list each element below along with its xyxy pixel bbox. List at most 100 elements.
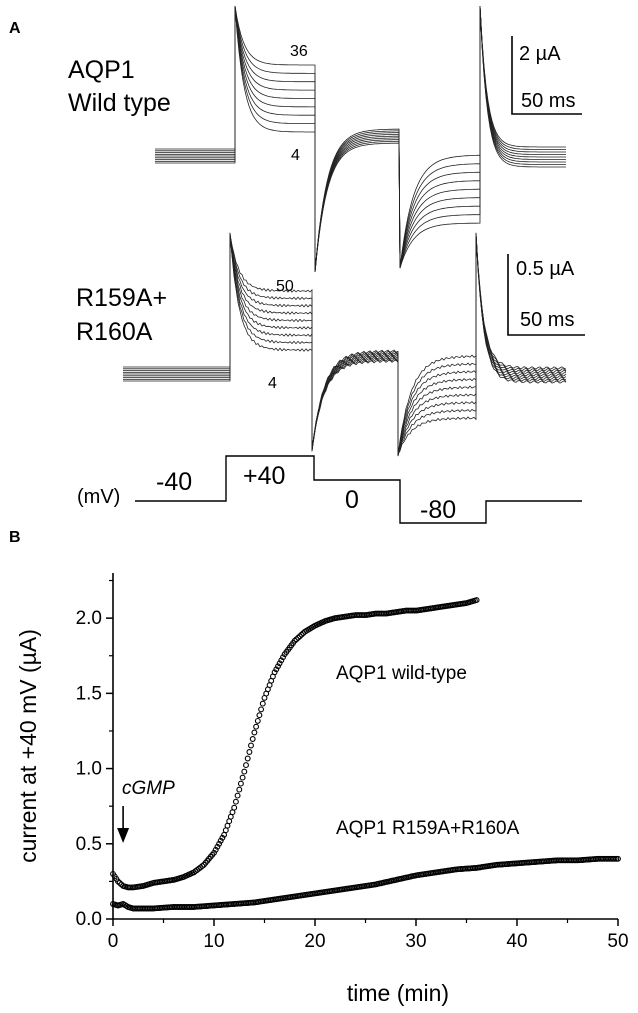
x-tick-label: 20 [304, 931, 325, 952]
data-point [275, 663, 281, 670]
data-point [256, 712, 263, 719]
data-point [234, 792, 241, 799]
data-point [231, 804, 238, 811]
time-course-chart: 0.0 0.5 1.0 1.5 2.0 0 10 20 30 40 50 current at +… [15, 573, 629, 1006]
current-trace [155, 5, 566, 273]
data-point [217, 837, 224, 844]
data-point [254, 717, 261, 724]
y-tick-label: 1.5 [76, 683, 102, 704]
data-point [276, 660, 283, 667]
y-axis-title: current at +40 mV (µA) [15, 629, 41, 863]
x-tick-label: 30 [405, 931, 426, 952]
data-point [473, 597, 480, 604]
y-tick-label: 0.0 [76, 909, 102, 930]
data-point [278, 657, 285, 664]
x-tick-label: 50 [607, 931, 628, 952]
current-trace [123, 232, 567, 455]
mut-scale-current: 0.5 µA [516, 258, 575, 280]
data-point [259, 700, 266, 707]
current-trace [155, 5, 566, 273]
voltage-protocol-line [135, 455, 582, 524]
series-mutant [110, 855, 621, 912]
cgmp-label: cGMP [122, 778, 175, 799]
panel-b-letter: B [9, 529, 21, 546]
series-label-mutant: AQP1 R159A+R160A [336, 818, 520, 839]
data-point [211, 849, 217, 856]
data-point [295, 634, 302, 641]
x-tick-label: 0 [108, 931, 119, 952]
data-point [212, 846, 219, 853]
protocol-step-minus40: -40 [156, 468, 192, 496]
current-trace [123, 234, 567, 457]
wt-low-voltage-label: 4 [291, 147, 300, 164]
data-point [298, 631, 305, 638]
current-trace [155, 5, 566, 273]
mut-scale-time: 50 ms [520, 309, 574, 331]
data-point [239, 774, 246, 781]
data-point [248, 742, 254, 749]
x-tick-label: 40 [506, 931, 527, 952]
protocol-step-plus40: +40 [243, 462, 285, 490]
current-trace [155, 5, 566, 273]
data-point [249, 736, 256, 742]
protocol-step-zero: 0 [345, 486, 359, 514]
mut-label-line1: R159A+ [76, 284, 167, 312]
cgmp-arrow-head [117, 828, 130, 843]
wt-current-traces [155, 5, 566, 273]
data-point [241, 768, 248, 775]
mut-label-line2: R160A [76, 318, 153, 346]
data-point [219, 834, 226, 841]
current-trace [123, 233, 567, 455]
data-point [244, 755, 251, 762]
y-axis-ticks: 0.0 0.5 1.0 1.5 2.0 [76, 579, 113, 930]
x-tick-label: 10 [203, 931, 224, 952]
current-trace [123, 234, 567, 455]
data-point [253, 723, 260, 730]
data-point [258, 706, 265, 713]
current-trace [123, 234, 567, 457]
current-trace [155, 5, 566, 273]
data-point [291, 637, 298, 644]
protocol-unit: (mV) [77, 486, 120, 508]
data-point [246, 749, 253, 755]
current-trace [155, 5, 566, 273]
wt-scale-bar [511, 36, 582, 115]
series-wild-type [110, 597, 480, 891]
mut-low-voltage-label: 4 [268, 375, 277, 392]
protocol-step-minus80: -80 [420, 496, 456, 524]
data-point [293, 636, 300, 643]
wt-scale-current: 2 µA [519, 43, 561, 65]
current-trace [123, 233, 567, 455]
series-label-wild-type: AQP1 wild-type [336, 663, 467, 684]
data-point [251, 729, 258, 736]
mut-current-traces [123, 232, 567, 457]
wt-scale-time: 50 ms [521, 90, 575, 112]
wt-label-line1: AQP1 [68, 56, 135, 84]
y-tick-label: 1.0 [76, 759, 102, 780]
data-point [236, 786, 243, 793]
x-axis-ticks: 0 10 20 30 40 50 [108, 919, 629, 952]
data-point [232, 798, 239, 805]
panel-a-letter: A [9, 20, 21, 37]
wt-high-voltage-label: 36 [290, 43, 308, 60]
current-trace [123, 234, 567, 457]
data-point [273, 666, 280, 673]
mut-high-voltage-label: 50 [276, 278, 294, 295]
data-point [115, 878, 121, 885]
current-trace [123, 233, 567, 455]
current-trace [155, 5, 566, 273]
current-trace [155, 5, 566, 273]
data-point [615, 855, 621, 862]
data-point [116, 879, 123, 886]
mut-scale-bar [507, 254, 585, 336]
current-trace [155, 5, 566, 273]
y-tick-label: 0.5 [76, 834, 102, 855]
wt-label-line2: Wild type [68, 89, 171, 117]
y-tick-label: 2.0 [76, 608, 102, 629]
data-point [214, 843, 221, 850]
data-point [296, 633, 303, 640]
data-point [280, 654, 286, 661]
data-point [216, 840, 223, 847]
data-point [243, 762, 249, 769]
